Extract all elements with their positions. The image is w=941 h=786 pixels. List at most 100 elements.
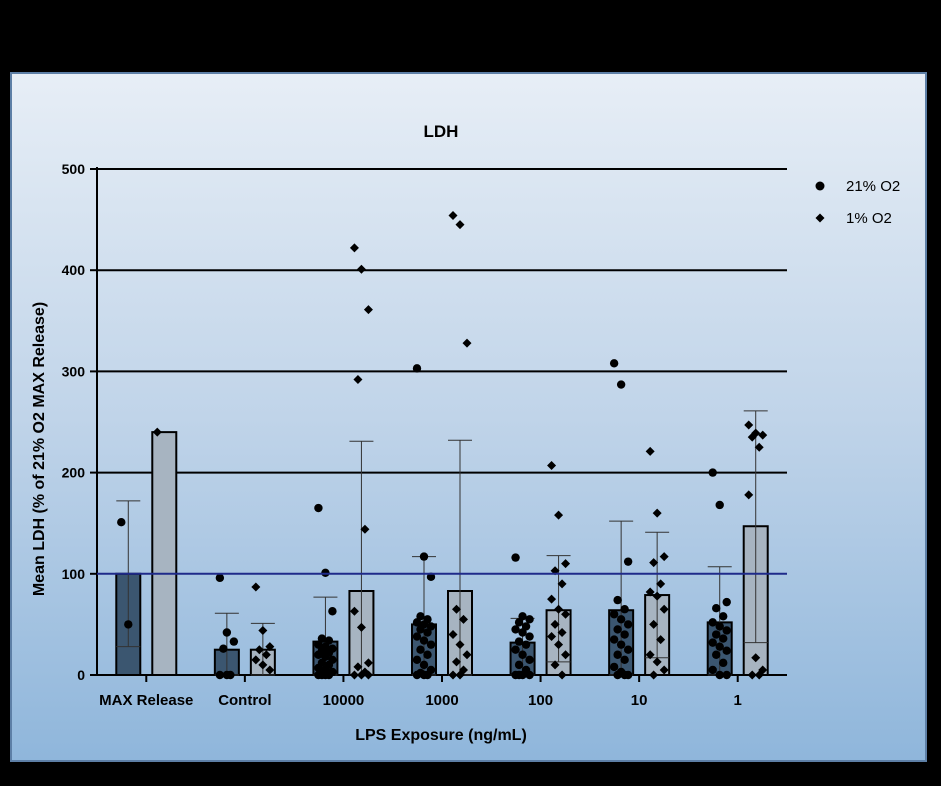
point-o2-1-1-6 [258,660,268,670]
point-o2-1-6-5 [744,490,754,500]
point-o2-1-6-3 [747,432,757,442]
point-o2-1-4-8 [550,619,560,629]
point-o2-1-3-8 [452,657,461,667]
chart-panel: LDH LPS Exposure (ng/mL) Mean LDH (% of … [10,72,927,762]
point-o2-1-2-5 [349,606,359,616]
point-o2-1-3-4 [459,614,468,624]
point-o2-21-3-11 [419,636,429,645]
point-o2-1-6-0 [744,420,754,430]
point-o2-1-0-0 [152,427,162,437]
point-o2-21-6-14 [719,658,728,668]
point-o2-1-5-5 [645,587,655,597]
point-o2-1-4-3 [550,566,560,576]
point-o2-1-5-10 [645,650,655,660]
point-o2-21-4-11 [518,650,527,659]
point-o2-21-2-21 [321,670,330,680]
point-o2-1-1-0 [251,582,261,592]
point-o2-21-6-6 [715,622,724,631]
point-o2-21-5-10 [609,635,619,644]
point-o2-21-5-13 [613,650,622,659]
point-o2-21-4-0 [511,553,520,562]
point-o2-21-4-1 [518,612,527,621]
point-o2-21-5-9 [620,630,629,639]
ldh-chart: LDH LPS Exposure (ng/mL) Mean LDH (% of … [31,122,900,744]
y-tick-label-100: 100 [62,566,86,582]
point-o2-1-6-6 [751,653,761,663]
point-o2-21-6-4 [719,612,728,621]
point-o2-1-3-11 [455,670,465,680]
point-o2-21-2-15 [314,663,323,673]
point-o2-1-1-1 [258,625,268,635]
point-o2-21-3-8 [416,625,425,634]
point-o2-21-6-0 [708,468,717,477]
point-o2-1-2-8 [353,662,363,672]
point-o2-21-3-0 [412,364,422,373]
point-o2-1-5-8 [649,619,659,629]
point-o2-21-6-16 [715,670,724,680]
point-o2-21-1-1 [222,628,232,637]
point-o2-21-4-18 [514,670,524,680]
x-axis-label: LPS Exposure (ng/mL) [355,727,527,744]
point-o2-21-2-11 [321,652,330,661]
point-o2-21-3-7 [426,622,436,631]
chart-title: LDH [424,122,459,141]
point-o2-21-5-19 [620,670,629,680]
point-o2-21-5-3 [613,595,622,605]
point-o2-21-5-1 [616,380,626,389]
point-o2-1-3-0 [448,211,458,221]
point-o2-1-3-7 [462,650,472,660]
point-o2-21-5-4 [620,605,629,614]
point-o2-21-1-5 [215,670,225,680]
y-tick-label-500: 500 [62,161,86,177]
point-o2-1-5-3 [649,558,659,568]
legend-label-1: 1% O2 [846,210,892,227]
plot-area: 0 100 200 300 400 500 MAX Release Control 10000 1… [62,161,787,709]
point-o2-21-4-2 [525,615,534,624]
point-o2-1-2-10 [349,670,359,680]
point-o2-1-4-0 [547,461,557,471]
point-o2-21-2-0 [314,503,323,513]
point-o2-21-6-9 [719,634,728,643]
x-tick-label-1: Control [218,692,271,709]
point-o2-21-6-5 [708,618,717,627]
point-o2-21-4-17 [525,670,534,680]
point-o2-1-4-6 [554,604,564,614]
point-o2-1-4-7 [561,609,571,619]
point-o2-1-4-4 [557,579,567,589]
point-o2-1-1-5 [251,655,261,665]
x-tick-label-3: 1000 [425,692,458,709]
point-o2-1-5-9 [656,635,666,645]
point-o2-21-3-10 [412,632,422,641]
point-o2-1-2-2 [363,305,373,315]
point-o2-21-5-6 [616,615,626,624]
point-o2-1-4-13 [550,660,560,670]
point-o2-1-2-7 [363,658,373,668]
point-o2-21-3-13 [416,645,425,654]
point-o2-1-6-9 [754,670,764,680]
point-o2-21-6-2 [722,597,731,607]
point-o2-21-4-9 [521,640,531,649]
y-tick-label-0: 0 [77,667,85,683]
point-o2-21-5-2 [623,557,633,566]
point-o2-21-5-12 [623,645,633,654]
x-tick-label-5: 10 [631,692,648,709]
point-o2-1-3-10 [448,670,458,680]
point-o2-1-6-2 [758,430,768,440]
point-o2-21-6-3 [712,604,721,613]
point-o2-1-3-6 [455,640,465,650]
point-o2-1-1-4 [261,650,271,660]
point-o2-21-5-11 [616,640,626,649]
point-o2-21-4-6 [518,628,527,637]
point-o2-21-2-2 [328,607,337,616]
point-o2-1-5-12 [659,665,669,675]
y-tick-label-400: 400 [62,262,86,278]
point-o2-1-2-0 [349,243,359,253]
point-o2-21-3-20 [412,670,422,680]
point-o2-21-5-7 [623,620,633,629]
point-o2-1-5-4 [656,579,666,589]
point-o2-1-5-11 [652,657,662,667]
point-o2-21-2-1 [321,568,330,577]
point-o2-21-3-21 [419,670,429,680]
point-o2-21-3-1 [419,552,429,561]
x-tick-label-4: 100 [528,692,553,709]
